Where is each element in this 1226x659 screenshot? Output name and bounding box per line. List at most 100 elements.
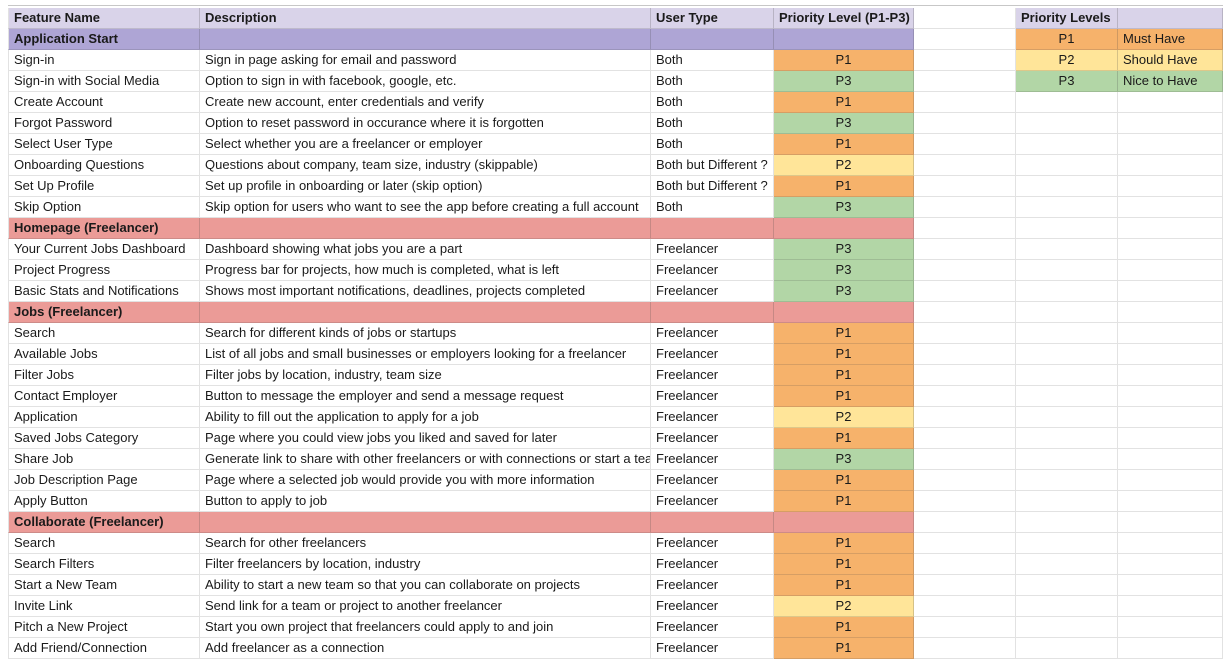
description-cell[interactable]: Add freelancer as a connection xyxy=(200,638,651,659)
section-title[interactable]: Collaborate (Freelancer) xyxy=(8,512,200,533)
description-cell[interactable]: Create new account, enter credentials an… xyxy=(200,92,651,113)
empty-cell[interactable] xyxy=(1118,533,1223,554)
empty-cell[interactable] xyxy=(914,8,1016,29)
priority-cell[interactable]: P1 xyxy=(774,344,914,365)
description-cell[interactable]: Generate link to share with other freela… xyxy=(200,449,651,470)
feature-cell[interactable]: Sign-in with Social Media xyxy=(8,71,200,92)
empty-cell[interactable] xyxy=(914,554,1016,575)
user-type-cell[interactable]: Freelancer xyxy=(651,554,774,575)
section-title[interactable]: Homepage (Freelancer) xyxy=(8,218,200,239)
empty-cell[interactable] xyxy=(1016,407,1118,428)
section-title[interactable]: Application Start xyxy=(8,29,200,50)
user-type-cell[interactable]: Freelancer xyxy=(651,260,774,281)
priority-cell[interactable]: P2 xyxy=(774,596,914,617)
empty-cell[interactable] xyxy=(1118,554,1223,575)
user-type-cell[interactable]: Freelancer xyxy=(651,575,774,596)
priority-cell[interactable]: P3 xyxy=(774,260,914,281)
section-band-cell[interactable] xyxy=(774,29,914,50)
empty-cell[interactable] xyxy=(1016,617,1118,638)
legend-label-cell[interactable]: Should Have xyxy=(1118,50,1223,71)
legend-title[interactable]: Priority Levels xyxy=(1016,8,1118,29)
empty-cell[interactable] xyxy=(1016,428,1118,449)
user-type-cell[interactable]: Freelancer xyxy=(651,491,774,512)
empty-cell[interactable] xyxy=(914,260,1016,281)
column-header[interactable]: Priority Level (P1-P3) xyxy=(774,8,914,29)
priority-cell[interactable]: P1 xyxy=(774,176,914,197)
empty-cell[interactable] xyxy=(914,113,1016,134)
user-type-cell[interactable]: Both xyxy=(651,113,774,134)
column-header[interactable]: Description xyxy=(200,8,651,29)
priority-cell[interactable]: P2 xyxy=(774,407,914,428)
user-type-cell[interactable]: Both but Different ? xyxy=(651,176,774,197)
feature-cell[interactable]: Available Jobs xyxy=(8,344,200,365)
section-band-cell[interactable] xyxy=(774,512,914,533)
description-cell[interactable]: Filter jobs by location, industry, team … xyxy=(200,365,651,386)
feature-cell[interactable]: Search xyxy=(8,323,200,344)
empty-cell[interactable] xyxy=(1016,239,1118,260)
user-type-cell[interactable]: Both xyxy=(651,134,774,155)
empty-cell[interactable] xyxy=(1016,638,1118,659)
description-cell[interactable]: Start you own project that freelancers c… xyxy=(200,617,651,638)
empty-cell[interactable] xyxy=(914,134,1016,155)
empty-cell[interactable] xyxy=(1016,449,1118,470)
description-cell[interactable]: Questions about company, team size, indu… xyxy=(200,155,651,176)
legend-title-spacer-cell[interactable] xyxy=(1118,8,1223,29)
priority-cell[interactable]: P1 xyxy=(774,575,914,596)
empty-cell[interactable] xyxy=(1118,512,1223,533)
feature-cell[interactable]: Sign-in xyxy=(8,50,200,71)
user-type-cell[interactable]: Freelancer xyxy=(651,596,774,617)
description-cell[interactable]: Button to message the employer and send … xyxy=(200,386,651,407)
feature-cell[interactable]: Forgot Password xyxy=(8,113,200,134)
priority-cell[interactable]: P1 xyxy=(774,323,914,344)
column-header[interactable]: Feature Name xyxy=(8,8,200,29)
empty-cell[interactable] xyxy=(1118,617,1223,638)
description-cell[interactable]: Option to reset password in occurance wh… xyxy=(200,113,651,134)
priority-cell[interactable]: P3 xyxy=(774,281,914,302)
priority-cell[interactable]: P1 xyxy=(774,470,914,491)
empty-cell[interactable] xyxy=(1016,575,1118,596)
priority-cell[interactable]: P3 xyxy=(774,197,914,218)
user-type-cell[interactable]: Freelancer xyxy=(651,365,774,386)
section-band-cell[interactable] xyxy=(651,29,774,50)
feature-cell[interactable]: Skip Option xyxy=(8,197,200,218)
priority-cell[interactable]: P1 xyxy=(774,134,914,155)
empty-cell[interactable] xyxy=(1016,344,1118,365)
empty-cell[interactable] xyxy=(1118,176,1223,197)
description-cell[interactable]: List of all jobs and small businesses or… xyxy=(200,344,651,365)
empty-cell[interactable] xyxy=(1118,596,1223,617)
empty-cell[interactable] xyxy=(914,365,1016,386)
empty-cell[interactable] xyxy=(1118,386,1223,407)
feature-cell[interactable]: Invite Link xyxy=(8,596,200,617)
feature-cell[interactable]: Your Current Jobs Dashboard xyxy=(8,239,200,260)
feature-cell[interactable]: Select User Type xyxy=(8,134,200,155)
priority-cell[interactable]: P1 xyxy=(774,365,914,386)
empty-cell[interactable] xyxy=(1016,197,1118,218)
empty-cell[interactable] xyxy=(914,449,1016,470)
user-type-cell[interactable]: Freelancer xyxy=(651,449,774,470)
feature-cell[interactable]: Create Account xyxy=(8,92,200,113)
user-type-cell[interactable]: Freelancer xyxy=(651,281,774,302)
legend-priority-cell[interactable]: P3 xyxy=(1016,71,1118,92)
empty-cell[interactable] xyxy=(1118,428,1223,449)
section-band-cell[interactable] xyxy=(651,302,774,323)
user-type-cell[interactable]: Freelancer xyxy=(651,533,774,554)
section-band-cell[interactable] xyxy=(200,512,651,533)
user-type-cell[interactable]: Both but Different ? xyxy=(651,155,774,176)
empty-cell[interactable] xyxy=(914,575,1016,596)
user-type-cell[interactable]: Freelancer xyxy=(651,386,774,407)
feature-cell[interactable]: Start a New Team xyxy=(8,575,200,596)
priority-cell[interactable]: P1 xyxy=(774,638,914,659)
priority-cell[interactable]: P1 xyxy=(774,554,914,575)
empty-cell[interactable] xyxy=(914,239,1016,260)
description-cell[interactable]: Progress bar for projects, how much is c… xyxy=(200,260,651,281)
description-cell[interactable]: Skip option for users who want to see th… xyxy=(200,197,651,218)
empty-cell[interactable] xyxy=(914,407,1016,428)
user-type-cell[interactable]: Both xyxy=(651,71,774,92)
empty-cell[interactable] xyxy=(914,197,1016,218)
empty-cell[interactable] xyxy=(1016,218,1118,239)
empty-cell[interactable] xyxy=(914,491,1016,512)
empty-cell[interactable] xyxy=(914,596,1016,617)
section-band-cell[interactable] xyxy=(200,218,651,239)
section-title[interactable]: Jobs (Freelancer) xyxy=(8,302,200,323)
feature-cell[interactable]: Saved Jobs Category xyxy=(8,428,200,449)
